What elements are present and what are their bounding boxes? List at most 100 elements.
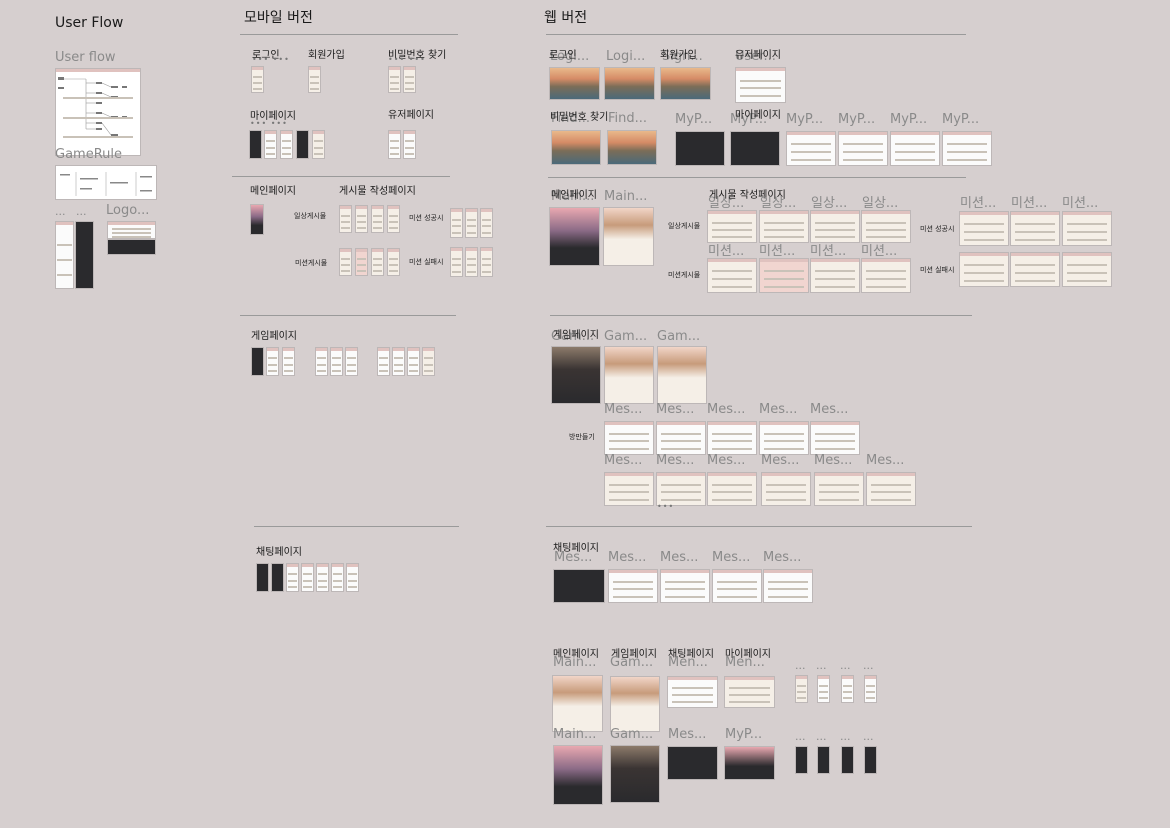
w-mypage-label[interactable]: 마이페이지 — [735, 110, 781, 121]
w-ov-mobile-dark-4[interactable] — [864, 746, 877, 774]
w-mypage-frame-4[interactable] — [838, 131, 888, 166]
w-success-frame-1[interactable] — [959, 211, 1009, 246]
m-mission-frame-3[interactable] — [371, 248, 384, 276]
m-daily-frame-3[interactable] — [371, 205, 384, 233]
m-userpage-frame-2[interactable] — [403, 130, 416, 159]
w-ov-chat-frame[interactable] — [667, 676, 718, 708]
m-chat-frame-7[interactable] — [346, 563, 359, 592]
w-ov-chat-label[interactable]: 채팅페이지 — [668, 649, 714, 660]
w-chat-frame-1[interactable] — [553, 569, 605, 603]
logo-label[interactable]: Logo... — [106, 203, 150, 218]
w-daily-frame-2[interactable] — [759, 210, 809, 243]
m-signup-label[interactable]: 회원가입 — [308, 50, 345, 61]
w-game-row-frame-6[interactable] — [866, 472, 916, 506]
m-find-frame-2[interactable] — [403, 66, 416, 93]
w-chat-frame-4[interactable] — [712, 569, 762, 603]
w-daily-frame-1[interactable] — [707, 210, 757, 243]
w-game-frame-2[interactable] — [604, 346, 654, 404]
w-ov-main-dark-frame[interactable] — [553, 745, 603, 805]
w-game-frame-dark[interactable] — [551, 346, 601, 404]
w-main-frame-dark[interactable] — [549, 207, 600, 266]
game-rule-label[interactable]: GameRule — [55, 147, 122, 162]
m-game-frame-1[interactable] — [251, 347, 264, 376]
m-mission-frame-1[interactable] — [339, 248, 352, 276]
w-room-frame-4[interactable] — [759, 421, 809, 455]
w-mypage-frame-1[interactable] — [675, 131, 725, 166]
m-mission-frame-2[interactable] — [355, 248, 368, 276]
w-mypage-frame-3[interactable] — [786, 131, 836, 166]
w-find-password-label[interactable]: 비밀번호 찾기 — [550, 112, 609, 123]
m-game-frame-6[interactable] — [345, 347, 358, 376]
m-find-frame-1[interactable] — [388, 66, 401, 93]
w-ov-mobile-frame-2[interactable] — [817, 675, 830, 703]
m-post-write-label[interactable]: 게시물 작성페이지 — [339, 186, 416, 197]
user-flow-frame-label[interactable]: User flow — [55, 50, 116, 65]
w-room-frame-2[interactable] — [656, 421, 706, 455]
w-mypage-frame-5[interactable] — [890, 131, 940, 166]
m-daily-frame-4[interactable] — [387, 205, 400, 233]
m-game-frame-2[interactable] — [266, 347, 279, 376]
w-room-frame-5[interactable] — [810, 421, 860, 455]
m-daily-frame-1[interactable] — [339, 205, 352, 233]
m-fail-frame-3[interactable] — [480, 247, 493, 277]
w-ov-game-frame[interactable] — [610, 676, 660, 732]
w-ov-mobile-frame-4[interactable] — [864, 675, 877, 703]
w-game-row-frame-1[interactable] — [604, 472, 654, 506]
w-game-row-frame-3[interactable] — [707, 472, 757, 506]
m-mypage-frame-3[interactable] — [280, 130, 293, 159]
w-game-frame-3[interactable] — [657, 346, 707, 404]
w-userpage-label[interactable]: 유저페이지 — [735, 50, 781, 61]
w-success-frame-2[interactable] — [1010, 211, 1060, 246]
m-signup-frame[interactable] — [308, 66, 321, 93]
m-find-password-label[interactable]: 비밀번호 찾기 — [388, 50, 447, 61]
w-daily-frame-3[interactable] — [810, 210, 860, 243]
m-game-frame-3[interactable] — [282, 347, 295, 376]
w-signup-label[interactable]: 회원가입 — [660, 50, 697, 61]
w-chatpage-label[interactable]: 채팅페이지 — [553, 543, 599, 554]
m-userpage-label[interactable]: 유저페이지 — [388, 110, 434, 121]
m-mypage-frame-4[interactable] — [296, 130, 309, 159]
w-mypage-frame-6[interactable] — [942, 131, 992, 166]
m-game-frame-4[interactable] — [315, 347, 328, 376]
rule-list-dark[interactable] — [75, 221, 94, 289]
w-post-write-label[interactable]: 게시물 작성페이지 — [709, 190, 786, 201]
w-login-frame-2[interactable] — [604, 67, 655, 100]
m-chat-frame-3[interactable] — [286, 563, 299, 592]
w-ov-mobile-frame-3[interactable] — [841, 675, 854, 703]
m-fail-frame-1[interactable] — [450, 247, 463, 277]
w-mission-frame-1[interactable] — [707, 258, 757, 293]
m-fail-frame-2[interactable] — [465, 247, 478, 277]
m-mission-frame-4[interactable] — [387, 248, 400, 276]
m-mypage-frame-5[interactable] — [312, 130, 325, 159]
w-game-row-frame-5[interactable] — [814, 472, 864, 506]
m-game-frame-7[interactable] — [377, 347, 390, 376]
m-mypage-frame-2[interactable] — [264, 130, 277, 159]
w-userpage-frame[interactable] — [735, 67, 786, 103]
m-login-frame[interactable] — [251, 66, 264, 93]
m-chat-frame-5[interactable] — [316, 563, 329, 592]
w-ov-mobile-dark-3[interactable] — [841, 746, 854, 774]
m-success-frame-2[interactable] — [465, 208, 478, 238]
w-mission-frame-2[interactable] — [759, 258, 809, 293]
m-mypage-frame-1[interactable] — [249, 130, 262, 159]
w-main-frame-light[interactable] — [603, 207, 654, 266]
w-gamepage-label[interactable]: 게임페이지 — [553, 330, 599, 341]
w-ov-game-dark-frame[interactable] — [610, 745, 660, 803]
m-chat-frame-4[interactable] — [301, 563, 314, 592]
w-mission-frame-4[interactable] — [861, 258, 911, 293]
w-ov-game-label[interactable]: 게임페이지 — [611, 649, 657, 660]
w-fail-frame-1[interactable] — [959, 252, 1009, 287]
w-mypage-frame-2[interactable] — [730, 131, 780, 166]
w-fail-frame-2[interactable] — [1010, 252, 1060, 287]
m-game-frame-8[interactable] — [392, 347, 405, 376]
w-ov-main-frame[interactable] — [552, 675, 603, 732]
m-daily-frame-2[interactable] — [355, 205, 368, 233]
game-rule-diagram[interactable] — [55, 165, 157, 200]
w-room-frame-3[interactable] — [707, 421, 757, 455]
w-login-label[interactable]: 로그인 — [549, 50, 577, 61]
m-userpage-frame-1[interactable] — [388, 130, 401, 159]
w-chat-frame-5[interactable] — [763, 569, 813, 603]
m-gamepage-label[interactable]: 게임페이지 — [251, 331, 297, 342]
m-chat-frame-6[interactable] — [331, 563, 344, 592]
w-game-row-frame-2[interactable] — [656, 472, 706, 506]
